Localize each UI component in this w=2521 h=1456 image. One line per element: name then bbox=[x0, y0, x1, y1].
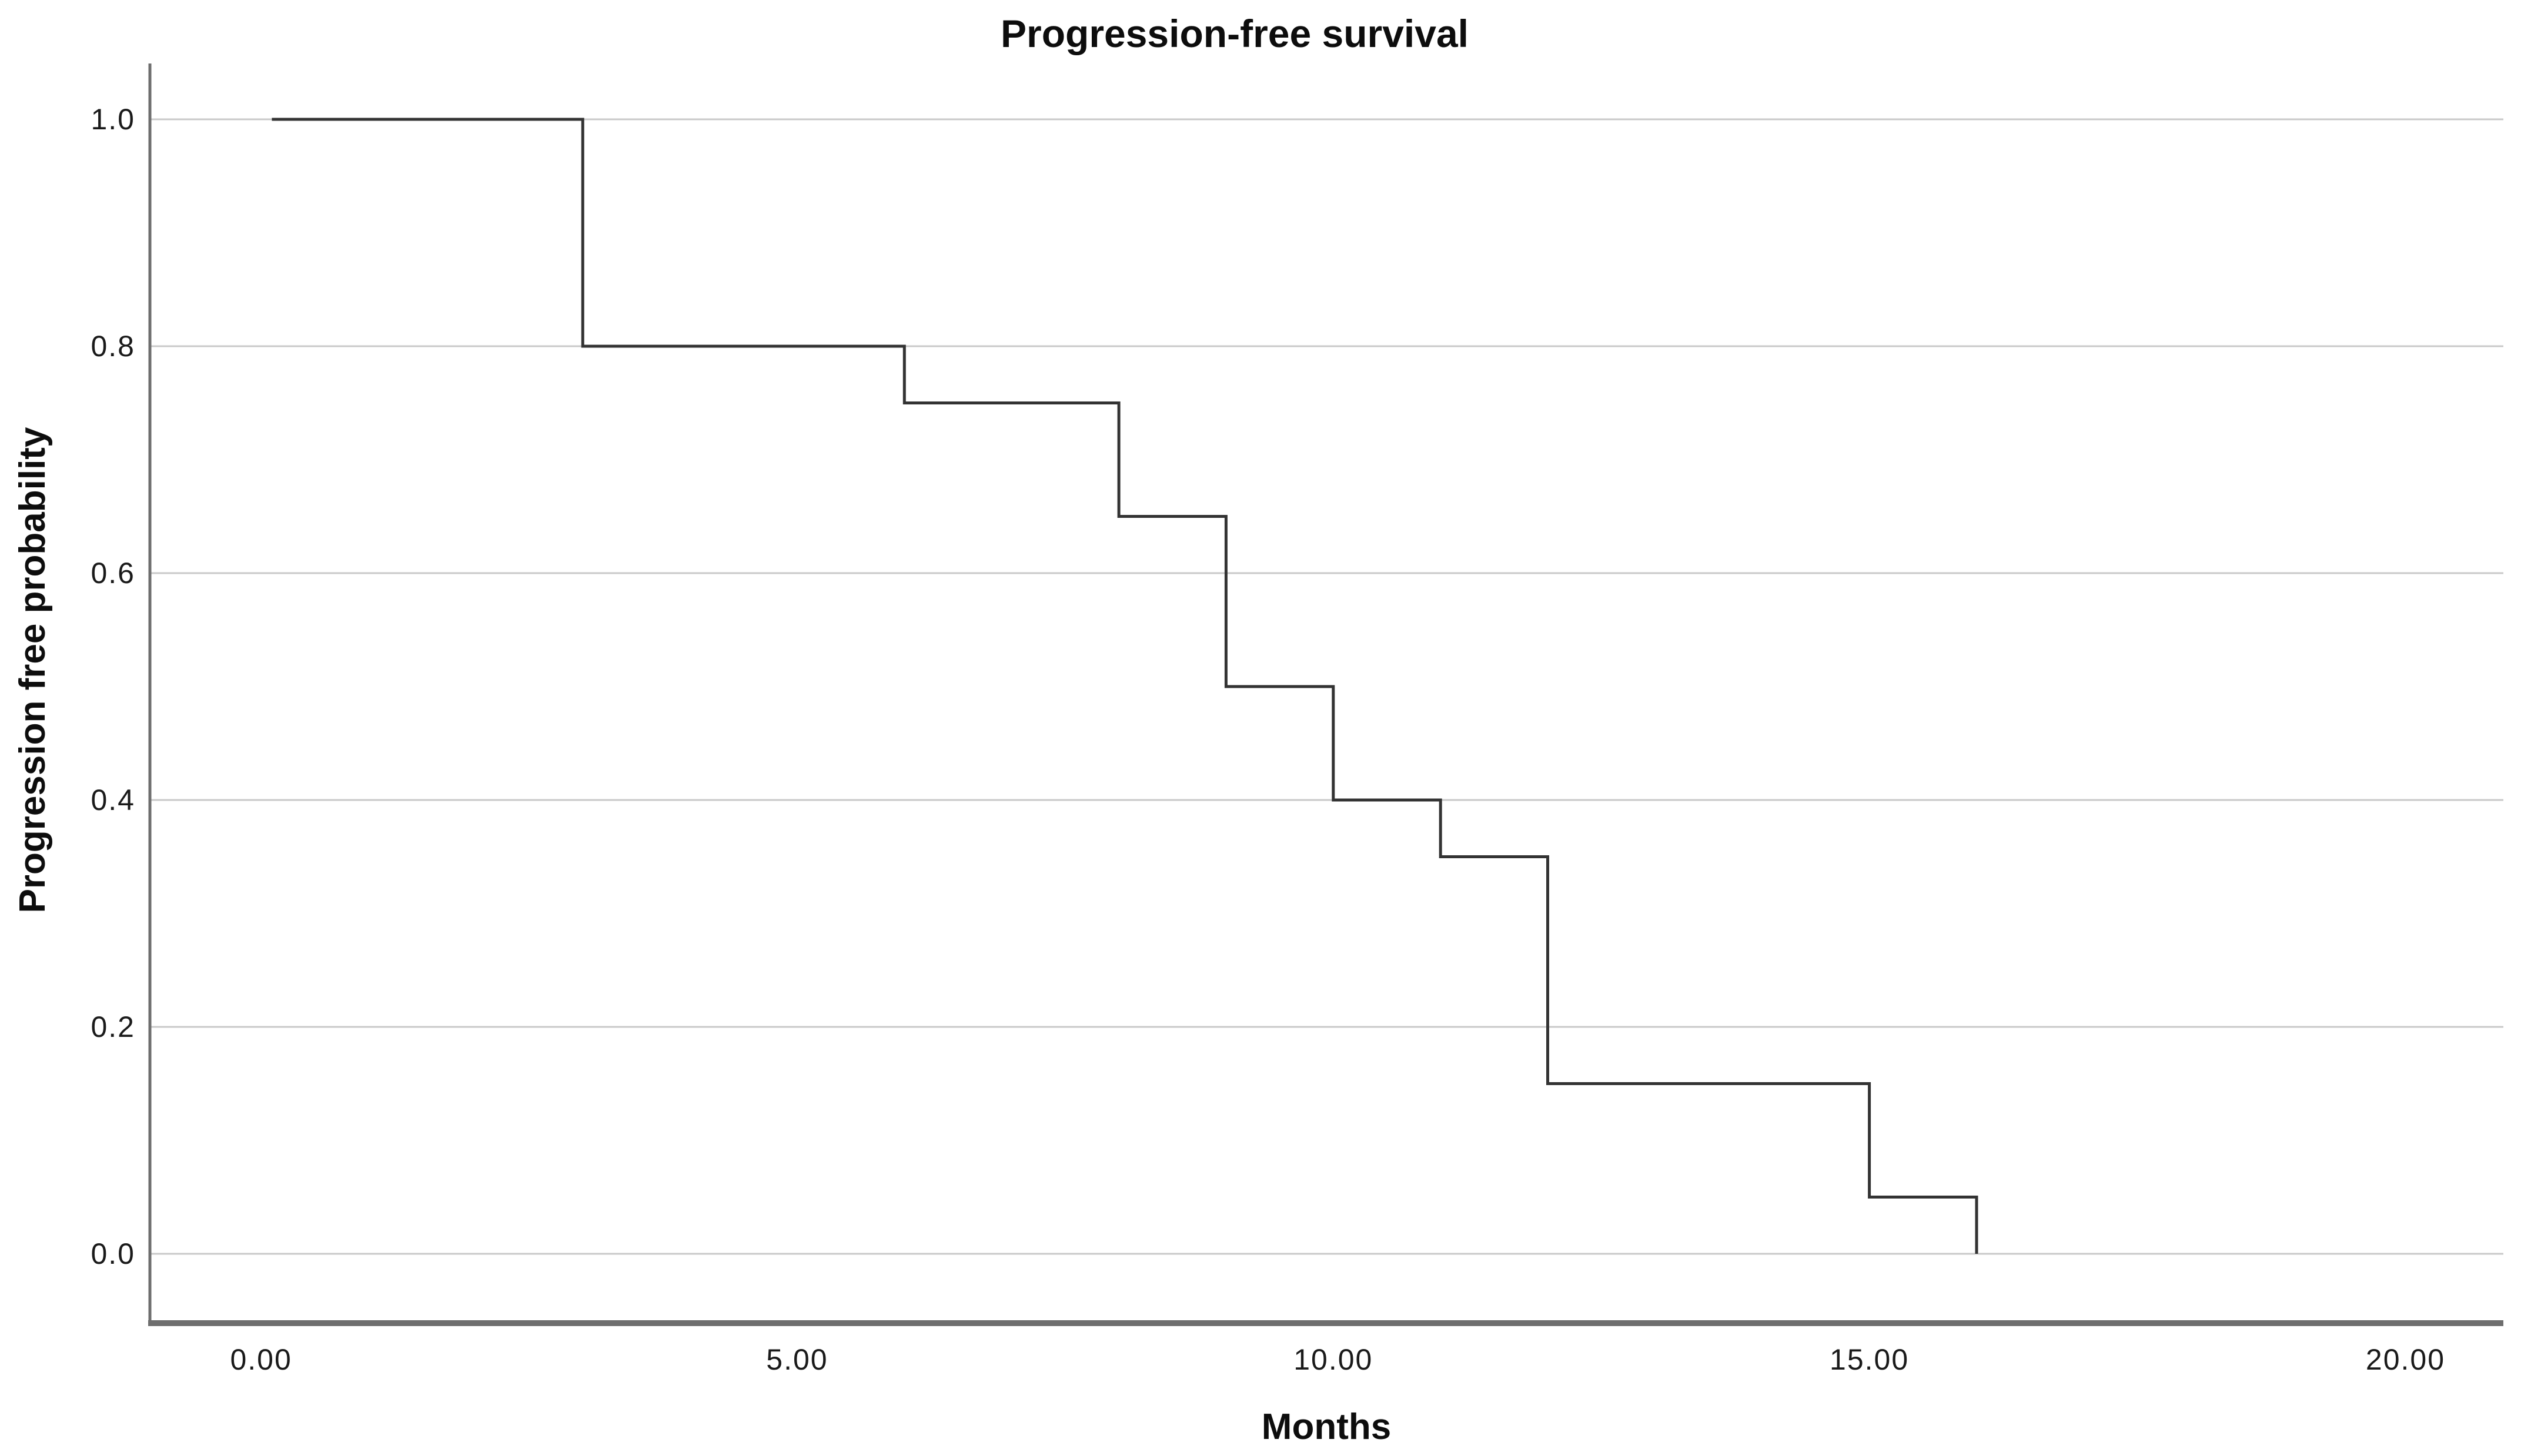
chart-title: Progression-free survival bbox=[1001, 12, 1469, 55]
y-tick-label: 0.4 bbox=[91, 784, 135, 816]
x-tick-label: 20.00 bbox=[2366, 1343, 2445, 1376]
x-tick-label: 5.00 bbox=[766, 1343, 828, 1376]
x-tick-label: 15.00 bbox=[1830, 1343, 1909, 1376]
survival-curve bbox=[272, 118, 1978, 1254]
y-axis-title: Progression free probability bbox=[12, 427, 53, 913]
y-tick-label: 1.0 bbox=[91, 103, 135, 136]
y-tick-labels: 0.0 0.2 0.4 0.6 0.8 1.0 bbox=[91, 103, 135, 1270]
y-tick-label: 0.6 bbox=[91, 557, 135, 590]
y-tick-label: 0.2 bbox=[91, 1010, 135, 1043]
y-tick-label: 0.0 bbox=[91, 1237, 135, 1270]
y-tick-label: 0.8 bbox=[91, 330, 135, 363]
x-axis-title: Months bbox=[1262, 1407, 1391, 1447]
x-tick-label: 0.00 bbox=[230, 1343, 292, 1376]
x-tick-label: 10.00 bbox=[1293, 1343, 1373, 1376]
x-tick-labels: 0.00 5.00 10.00 15.00 20.00 bbox=[230, 1343, 2445, 1376]
